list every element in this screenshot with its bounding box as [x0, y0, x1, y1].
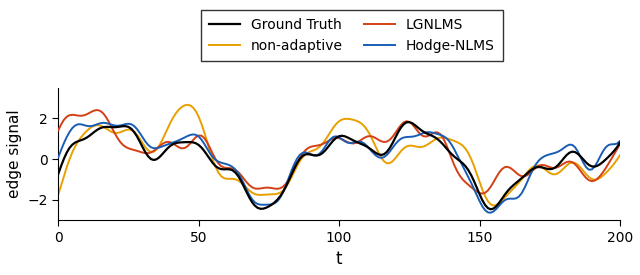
LGNLMS: [54, 129, 62, 132]
non-adaptive: [360, 125, 368, 128]
non-adaptive: [54, 193, 62, 196]
Line: Hodge-NLMS: Hodge-NLMS: [58, 123, 620, 213]
Hodge-NLMS: [574, 150, 582, 153]
Legend: Ground Truth, non-adaptive, LGNLMS, Hodge-NLMS: Ground Truth, non-adaptive, LGNLMS, Hodg…: [201, 10, 503, 61]
non-adaptive: [574, 163, 582, 166]
Hodge-NLMS: [262, 203, 270, 206]
non-adaptive: [57, 184, 65, 187]
Hodge-NLMS: [293, 157, 301, 160]
non-adaptive: [105, 129, 113, 132]
Hodge-NLMS: [108, 123, 115, 126]
LGNLMS: [616, 142, 624, 146]
Ground Truth: [259, 207, 267, 210]
Hodge-NLMS: [99, 121, 107, 125]
Ground Truth: [487, 208, 495, 211]
LGNLMS: [479, 192, 486, 195]
Y-axis label: edge signal: edge signal: [7, 110, 22, 198]
non-adaptive: [293, 164, 301, 168]
LGNLMS: [108, 126, 115, 129]
Hodge-NLMS: [360, 142, 368, 145]
Hodge-NLMS: [57, 148, 65, 152]
Ground Truth: [105, 125, 113, 129]
Line: Ground Truth: Ground Truth: [58, 122, 620, 209]
Line: LGNLMS: LGNLMS: [58, 110, 620, 194]
LGNLMS: [262, 186, 270, 189]
Ground Truth: [57, 164, 65, 168]
Hodge-NLMS: [487, 211, 495, 214]
LGNLMS: [574, 166, 582, 169]
non-adaptive: [490, 204, 497, 207]
Line: non-adaptive: non-adaptive: [58, 105, 620, 205]
LGNLMS: [293, 162, 301, 165]
Hodge-NLMS: [54, 156, 62, 159]
Ground Truth: [54, 172, 62, 175]
non-adaptive: [262, 193, 270, 196]
LGNLMS: [360, 136, 368, 139]
Ground Truth: [406, 120, 413, 124]
non-adaptive: [184, 103, 191, 106]
non-adaptive: [616, 153, 624, 157]
Hodge-NLMS: [616, 139, 624, 143]
Ground Truth: [574, 152, 582, 155]
Ground Truth: [616, 141, 624, 144]
LGNLMS: [57, 123, 65, 126]
X-axis label: t: t: [336, 250, 342, 268]
Ground Truth: [291, 167, 298, 170]
LGNLMS: [94, 108, 102, 112]
Ground Truth: [358, 142, 365, 146]
